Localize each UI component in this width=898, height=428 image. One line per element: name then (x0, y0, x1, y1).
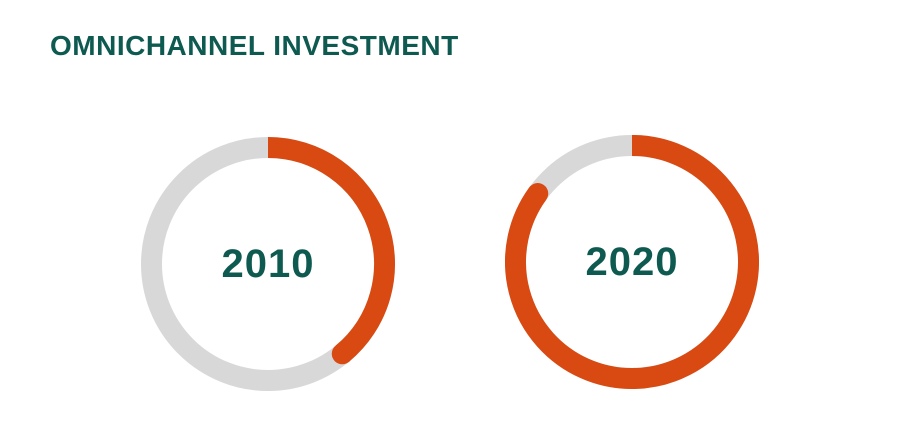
donut-ring-2020-icon (505, 135, 759, 389)
page-title: OMNICHANNEL INVESTMENT (50, 30, 459, 61)
donut-ring-2010-icon (141, 137, 395, 391)
donut-chart-2020: 2020 (505, 135, 759, 389)
donut-chart-2010: 2010 (141, 137, 395, 391)
